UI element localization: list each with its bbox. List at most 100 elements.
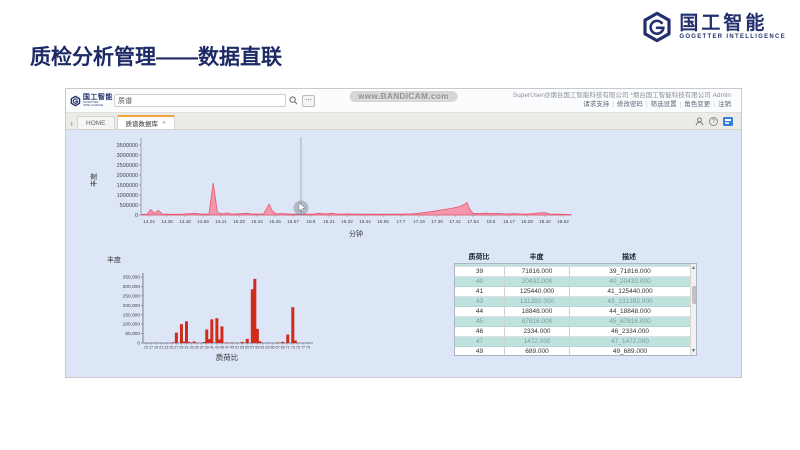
table-row[interactable]: 43 131392.000 43_131392.000 [455, 297, 690, 307]
svg-text:15.11: 15.11 [215, 219, 227, 224]
svg-text:150,000: 150,000 [123, 312, 141, 318]
table-row[interactable]: 39 71816.000 39_71816.000 [455, 267, 690, 277]
search-icon[interactable] [289, 96, 298, 105]
table-row[interactable]: 41 125440.000 41_125440.000 [455, 287, 690, 297]
table-row[interactable]: 44 18848.000 44_18848.000 [455, 307, 690, 317]
table-cell: 18848.000 [505, 307, 570, 317]
svg-text:0: 0 [137, 341, 140, 347]
table-cell: 87816.000 [505, 317, 570, 327]
header-link[interactable]: 请求支持 [583, 100, 610, 108]
header-link[interactable]: 角色变更 [684, 100, 711, 108]
header-link[interactable]: 修改密码 [616, 100, 643, 108]
table-cell: 125440.000 [505, 287, 570, 297]
link-separator: | [713, 100, 715, 108]
app-panel-icon[interactable] [723, 117, 733, 126]
table-header-cell[interactable]: 丰度 [529, 254, 544, 261]
tab-close-icon[interactable]: × [162, 119, 167, 127]
svg-text:25: 25 [169, 346, 173, 350]
brand-hexagon-icon [643, 11, 671, 43]
svg-text:200,000: 200,000 [123, 303, 141, 309]
app-logo-subtitle: GOGETTER INTELLIGENCE [82, 101, 104, 107]
table-cell: 39_71816.000 [570, 267, 690, 277]
svg-text:16.44: 16.44 [359, 219, 371, 224]
table-cell: 71816.000 [505, 267, 570, 277]
svg-text:73: 73 [291, 346, 295, 350]
more-options-button[interactable]: ⋯ [302, 94, 315, 107]
link-separator: | [645, 100, 648, 108]
svg-text:18.29: 18.29 [521, 219, 533, 224]
bandicam-watermark: www.BANDICAM.com [349, 91, 458, 102]
table-cell: 131392.000 [505, 297, 570, 307]
scroll-down-icon[interactable]: ▼ [691, 348, 696, 354]
svg-text:37: 37 [200, 346, 204, 350]
svg-text:16.21: 16.21 [323, 219, 335, 224]
svg-text:43: 43 [215, 346, 219, 350]
svg-text:16.32: 16.32 [341, 219, 353, 224]
svg-text:分钟: 分钟 [349, 229, 363, 238]
scrollbar-thumb[interactable] [692, 286, 696, 304]
tab-mass-spec-database[interactable]: 质谱数据库 × [116, 115, 176, 129]
svg-text:15.46: 15.46 [269, 219, 281, 224]
svg-text:41: 41 [210, 346, 214, 350]
svg-text:18.17: 18.17 [503, 219, 515, 224]
svg-text:14.24: 14.24 [143, 219, 155, 224]
svg-text:39: 39 [205, 346, 209, 350]
header-link[interactable]: 注销 [718, 100, 731, 108]
svg-text:61: 61 [260, 346, 264, 350]
brand-name: 国工智能 [679, 12, 768, 34]
svg-text:57: 57 [250, 346, 254, 350]
table-header-cell[interactable]: 描述 [622, 254, 636, 261]
svg-text:63: 63 [265, 346, 269, 350]
table-row[interactable]: 45 87816.000 45_87816.000 [455, 317, 690, 327]
mass-spectrum-chart[interactable]: 丰度 0 50,000 100,000 150,000 200,000 250,000 300… [76, 250, 326, 368]
user-icon[interactable] [695, 117, 704, 126]
svg-text:2000000: 2000000 [117, 173, 138, 179]
collapse-chevron-icon[interactable]: › [70, 118, 73, 128]
link-separator: | [679, 100, 682, 108]
svg-text:16.9: 16.9 [307, 219, 316, 224]
svg-text:18.52: 18.52 [557, 219, 569, 224]
table-cell: 41_125440.000 [570, 287, 690, 297]
spectrum-table: 质荷比 丰度 描述 39 71816.000 39_71816.000 40 20432.0… [454, 252, 697, 356]
svg-text:77: 77 [301, 346, 305, 350]
table-row[interactable]: 46 2334.000 46_2334.000 [455, 327, 690, 337]
table-cell: 2334.000 [505, 327, 570, 337]
svg-text:15.23: 15.23 [233, 219, 245, 224]
link-separator: | [612, 100, 614, 108]
table-scrollbar[interactable]: ▲ ▼ [690, 264, 696, 355]
tab-home[interactable]: HOME [77, 116, 115, 129]
table-row[interactable]: 47 1472.000 47_1472.000 [455, 337, 690, 347]
app-logo-name: 国工智能 [82, 94, 113, 101]
table-cell: 45 [455, 317, 505, 327]
svg-text:250,000: 250,000 [123, 293, 141, 299]
table-row[interactable]: 40 20432.000 40_20432.000 [455, 277, 690, 287]
user-info: SuperUser@烟台国工智能科技有限公司 *烟台国工智能科技有限公司 Adm… [512, 91, 731, 99]
svg-text:59: 59 [255, 346, 259, 350]
table-row[interactable]: 49 689.000 49_689.000 [455, 347, 690, 355]
help-icon[interactable]: ? [709, 117, 718, 126]
tab-bar: › HOME 质谱数据库 × ? [66, 113, 741, 130]
table-cell: 39 [455, 267, 505, 277]
search-input[interactable] [114, 94, 286, 107]
table-cell: 689.000 [505, 347, 570, 355]
header-links: 请求支持 | 修改密码 | 筛选设置 | 角色变更 | 注销 [513, 101, 731, 110]
table-header-cell[interactable]: 质荷比 [468, 254, 490, 261]
table-cell: 47 [455, 337, 505, 347]
table-cell: 44 [455, 307, 505, 317]
tab-home-label: HOME [86, 119, 106, 127]
svg-text:1500000: 1500000 [117, 183, 138, 189]
table-cell: 43 [455, 297, 505, 307]
svg-text:75: 75 [296, 346, 300, 350]
table-cell: 46 [455, 327, 505, 337]
svg-text:55: 55 [245, 346, 249, 350]
scroll-up-icon[interactable]: ▲ [691, 265, 696, 271]
svg-text:33: 33 [189, 346, 193, 350]
svg-text:15.57: 15.57 [287, 219, 299, 224]
svg-text:3000000: 3000000 [117, 153, 138, 159]
svg-text:1000000: 1000000 [117, 193, 138, 199]
svg-text:100,000: 100,000 [123, 322, 141, 328]
header-link[interactable]: 筛选设置 [650, 100, 677, 108]
svg-text:18.40: 18.40 [539, 219, 551, 224]
table-cell: 46_2334.000 [570, 327, 690, 337]
chromatogram-chart[interactable]: 0 500000 1000000 1500000 2000000 2500000 30000… [76, 133, 586, 248]
